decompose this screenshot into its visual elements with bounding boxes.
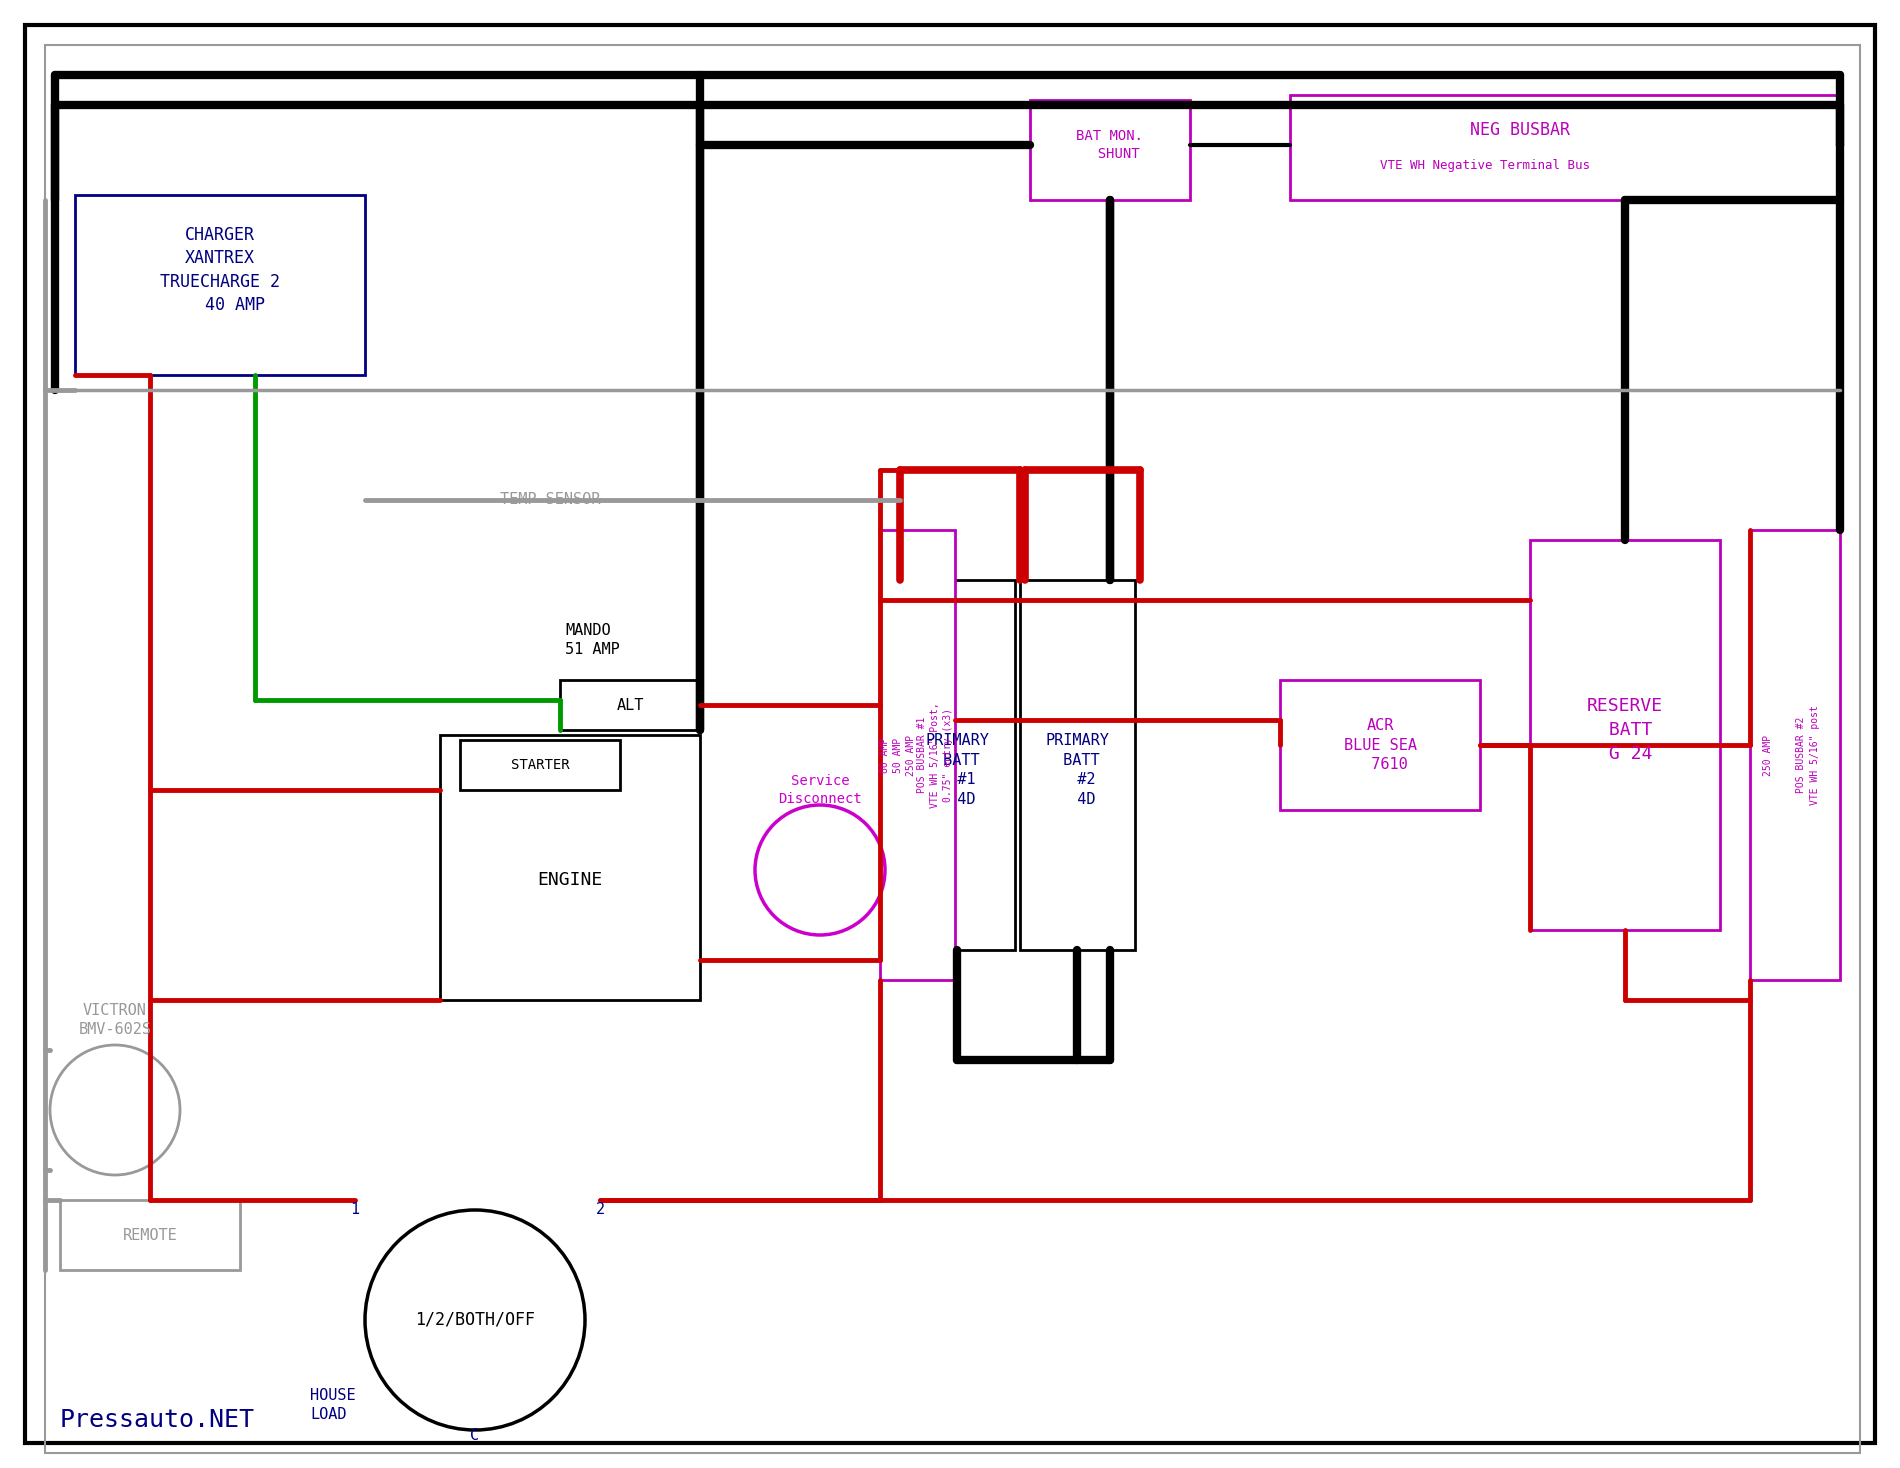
FancyBboxPatch shape (1290, 95, 1839, 200)
Text: VICTRON
BMV-602S: VICTRON BMV-602S (78, 1003, 152, 1038)
Circle shape (365, 1210, 585, 1430)
FancyBboxPatch shape (1750, 530, 1839, 981)
FancyBboxPatch shape (901, 580, 1015, 950)
Text: Service
Disconnect: Service Disconnect (779, 774, 863, 806)
FancyBboxPatch shape (441, 735, 699, 1000)
Text: RESERVE
 BATT
 G 24: RESERVE BATT G 24 (1586, 697, 1662, 762)
Text: 1: 1 (350, 1202, 359, 1217)
Circle shape (49, 1045, 181, 1174)
Text: ALT: ALT (616, 697, 644, 712)
Text: POS BUSBAR #2
VTE WH 5/16" post: POS BUSBAR #2 VTE WH 5/16" post (1796, 705, 1820, 804)
FancyBboxPatch shape (25, 25, 1875, 1443)
FancyBboxPatch shape (1020, 580, 1134, 950)
Text: VTE WH Negative Terminal Bus: VTE WH Negative Terminal Bus (1379, 159, 1590, 172)
Text: HOUSE
LOAD: HOUSE LOAD (310, 1387, 355, 1422)
FancyBboxPatch shape (1281, 680, 1480, 810)
FancyBboxPatch shape (1530, 540, 1720, 931)
Text: PRIMARY
 BATT
  #1
  4D: PRIMARY BATT #1 4D (925, 733, 988, 807)
Text: CHARGER
XANTREX
TRUECHARGE 2
   40 AMP: CHARGER XANTREX TRUECHARGE 2 40 AMP (160, 226, 279, 314)
Text: TEMP SENSOR: TEMP SENSOR (500, 492, 600, 508)
Text: REMOTE: REMOTE (124, 1227, 177, 1242)
FancyBboxPatch shape (1030, 100, 1189, 200)
Text: ENGINE: ENGINE (538, 871, 602, 890)
Text: PRIMARY
 BATT
  #2
  4D: PRIMARY BATT #2 4D (1045, 733, 1110, 807)
FancyBboxPatch shape (880, 530, 956, 981)
Text: 1/2/BOTH/OFF: 1/2/BOTH/OFF (414, 1311, 536, 1329)
Text: ACR
BLUE SEA
  7610: ACR BLUE SEA 7610 (1343, 718, 1417, 772)
Text: NEG BUSBAR: NEG BUSBAR (1471, 120, 1569, 139)
Text: STARTER: STARTER (511, 757, 570, 772)
Text: MANDO
51 AMP: MANDO 51 AMP (564, 622, 619, 658)
FancyBboxPatch shape (560, 680, 699, 730)
Text: 2: 2 (595, 1202, 604, 1217)
Text: BAT MON.
  SHUNT: BAT MON. SHUNT (1077, 129, 1144, 161)
FancyBboxPatch shape (460, 740, 619, 790)
Text: POS BUSBAR #1
VTE WH 5/16" Post,
0.75" entry (x3): POS BUSBAR #1 VTE WH 5/16" Post, 0.75" e… (918, 702, 954, 807)
Text: 80 AMP
50 AMP
250 AMP: 80 AMP 50 AMP 250 AMP (880, 734, 916, 775)
Text: C: C (471, 1427, 479, 1443)
FancyBboxPatch shape (74, 195, 365, 374)
FancyBboxPatch shape (61, 1199, 239, 1270)
Circle shape (754, 804, 885, 935)
Text: Pressauto.NET: Pressauto.NET (61, 1408, 255, 1431)
Text: 250 AMP: 250 AMP (1763, 734, 1773, 775)
